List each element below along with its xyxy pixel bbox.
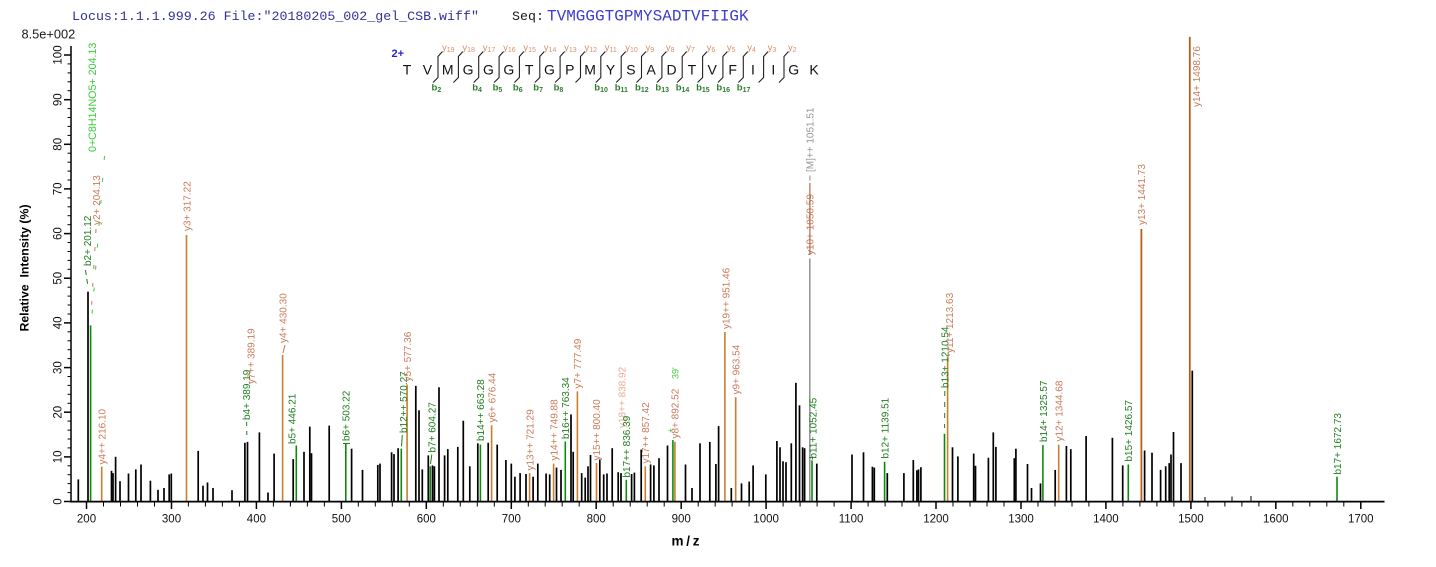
svg-text:1500: 1500 <box>1178 513 1204 525</box>
svg-text:M: M <box>584 62 596 78</box>
svg-text:M: M <box>442 62 454 78</box>
svg-text:G: G <box>503 62 514 78</box>
svg-text:1600: 1600 <box>1263 513 1289 525</box>
svg-text:T: T <box>688 62 697 78</box>
svg-text:1700: 1700 <box>1348 513 1374 525</box>
svg-text:30: 30 <box>53 361 65 374</box>
svg-text:900: 900 <box>672 513 691 525</box>
svg-text:b14++ 663.28: b14++ 663.28 <box>476 379 487 441</box>
svg-text:2+: 2+ <box>392 48 405 60</box>
svg-text:y4+ 430.30: y4+ 430.30 <box>278 293 289 343</box>
svg-text:y13++ 721.29: y13++ 721.29 <box>525 409 536 471</box>
svg-text:A: A <box>647 62 657 78</box>
svg-text:G: G <box>463 62 474 78</box>
svg-text:y4++ 216.10: y4++ 216.10 <box>98 408 109 464</box>
svg-text:100: 100 <box>53 45 65 64</box>
svg-text:G: G <box>544 62 555 78</box>
svg-text:F: F <box>728 62 737 78</box>
svg-text:1300: 1300 <box>1008 513 1034 525</box>
svg-text:y13+ 1441.73: y13+ 1441.73 <box>1137 164 1148 225</box>
svg-text:T: T <box>403 62 412 78</box>
svg-text:b11+ 1052.45: b11+ 1052.45 <box>808 397 819 458</box>
svg-text:y14++ 749.88: y14++ 749.88 <box>549 399 560 461</box>
svg-text:40: 40 <box>53 317 65 330</box>
svg-text:y19++ 951.46: y19++ 951.46 <box>722 267 733 329</box>
svg-text:m / z: m / z <box>672 534 700 549</box>
svg-text:D: D <box>666 62 676 78</box>
svg-text:V: V <box>423 62 433 78</box>
svg-text:400: 400 <box>247 513 266 525</box>
svg-text:K: K <box>809 62 819 78</box>
svg-text:G: G <box>788 62 799 78</box>
svg-text:b15+ 1426.57: b15+ 1426.57 <box>1124 400 1135 462</box>
svg-text:y17++ 857.42: y17++ 857.42 <box>641 402 652 464</box>
svg-text:90: 90 <box>53 93 65 106</box>
svg-text:80: 80 <box>53 138 65 151</box>
svg-text:b6+ 503.22: b6+ 503.22 <box>342 390 353 441</box>
svg-text:[M]++ 1051.51: [M]++ 1051.51 <box>805 107 816 172</box>
svg-text:y3+ 317.22: y3+ 317.22 <box>182 181 193 231</box>
svg-text:y5+ 577.36: y5+ 577.36 <box>403 331 414 381</box>
svg-text:y7+ 777.49: y7+ 777.49 <box>573 338 584 388</box>
svg-text:700: 700 <box>502 513 521 525</box>
svg-text:y9+ 963.54: y9+ 963.54 <box>731 344 742 394</box>
svg-text:Y: Y <box>606 62 616 78</box>
svg-text:T: T <box>525 62 534 78</box>
svg-text:P: P <box>565 62 574 78</box>
svg-text:S: S <box>626 62 635 78</box>
svg-text:50: 50 <box>53 272 65 285</box>
svg-text:20: 20 <box>53 406 65 419</box>
svg-text:200: 200 <box>77 513 96 525</box>
svg-text:y14+ 1498.76: y14+ 1498.76 <box>1192 46 1203 107</box>
svg-text:10: 10 <box>53 451 65 464</box>
svg-text:Relative Intensity (%): Relative Intensity (%) <box>18 204 32 331</box>
svg-text:V: V <box>708 62 718 78</box>
svg-text:8.5e+002: 8.5e+002 <box>22 27 76 42</box>
svg-text:y11+ 1213.63: y11+ 1213.63 <box>945 292 956 353</box>
svg-text:I: I <box>771 62 775 78</box>
svg-text:I: I <box>751 62 755 78</box>
svg-text:60: 60 <box>53 227 65 240</box>
svg-text:0: 0 <box>53 498 65 504</box>
svg-text:500: 500 <box>332 513 351 525</box>
svg-text:300: 300 <box>162 513 181 525</box>
svg-text:y6+ 676.44: y6+ 676.44 <box>487 372 498 422</box>
svg-text:70: 70 <box>53 183 65 196</box>
svg-text:y10+ 1050.59: y10+ 1050.59 <box>805 194 816 255</box>
svg-text:b7+ 604.27: b7+ 604.27 <box>428 402 439 453</box>
svg-text:y15++ 800.40: y15++ 800.40 <box>592 399 603 461</box>
svg-text:1200: 1200 <box>923 513 949 525</box>
svg-text:b17+ 1672.73: b17+ 1672.73 <box>1333 413 1344 475</box>
svg-text:y12+ 1344.68: y12+ 1344.68 <box>1055 380 1066 441</box>
svg-text:1100: 1100 <box>839 513 864 525</box>
svg-text:TVMGGGTGPMYSADTVFIIGK: TVMGGGTGPMYSADTVFIIGK <box>547 8 749 26</box>
svg-text:39ʹ: 39ʹ <box>671 367 681 379</box>
svg-text:1000: 1000 <box>753 513 779 525</box>
svg-text:G: G <box>483 62 494 78</box>
svg-text:y7++ 389.19: y7++ 389.19 <box>246 328 257 384</box>
svg-text:b12+ 1139.51: b12+ 1139.51 <box>881 397 892 458</box>
svg-text:y2+ 204.13: y2+ 204.13 <box>92 175 103 225</box>
svg-text:Seq:: Seq: <box>512 9 544 24</box>
svg-text:b5+ 446.21: b5+ 446.21 <box>288 393 299 444</box>
svg-text:Locus:1.1.1.999.26 File:"20180: Locus:1.1.1.999.26 File:"20180205_002_ge… <box>72 9 479 24</box>
svg-text:1400: 1400 <box>1093 513 1119 525</box>
svg-text:b14+ 1325.57: b14+ 1325.57 <box>1039 380 1050 442</box>
svg-text:0+C8H14NO5+ 204.13: 0+C8H14NO5+ 204.13 <box>87 43 99 152</box>
svg-text:800: 800 <box>587 513 606 525</box>
svg-text:b16++ 763.34: b16++ 763.34 <box>561 377 572 439</box>
svg-text:b17++ 836.39: b17++ 836.39 <box>622 415 633 477</box>
svg-text:600: 600 <box>417 513 436 525</box>
svg-text:+: + <box>668 426 673 435</box>
